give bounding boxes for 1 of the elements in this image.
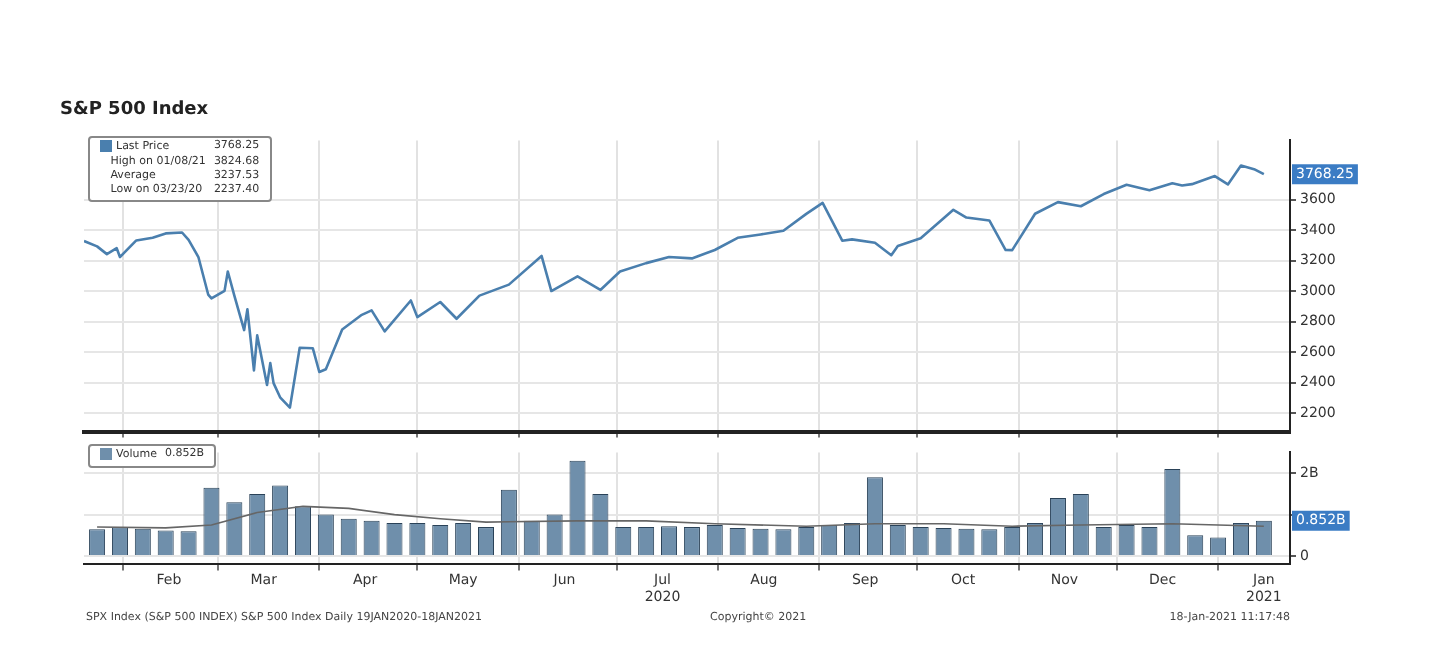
chart-title: S&P 500 Index <box>60 100 209 120</box>
